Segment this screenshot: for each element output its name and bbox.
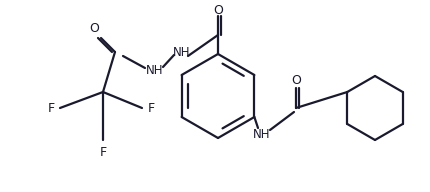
Text: O: O	[89, 22, 99, 36]
Text: NH: NH	[146, 64, 163, 76]
Text: O: O	[212, 3, 222, 17]
Text: O: O	[290, 74, 300, 87]
Text: F: F	[47, 102, 55, 114]
Text: NH: NH	[253, 127, 270, 141]
Text: F: F	[99, 146, 106, 160]
Text: F: F	[147, 102, 154, 114]
Text: NH: NH	[173, 46, 190, 59]
